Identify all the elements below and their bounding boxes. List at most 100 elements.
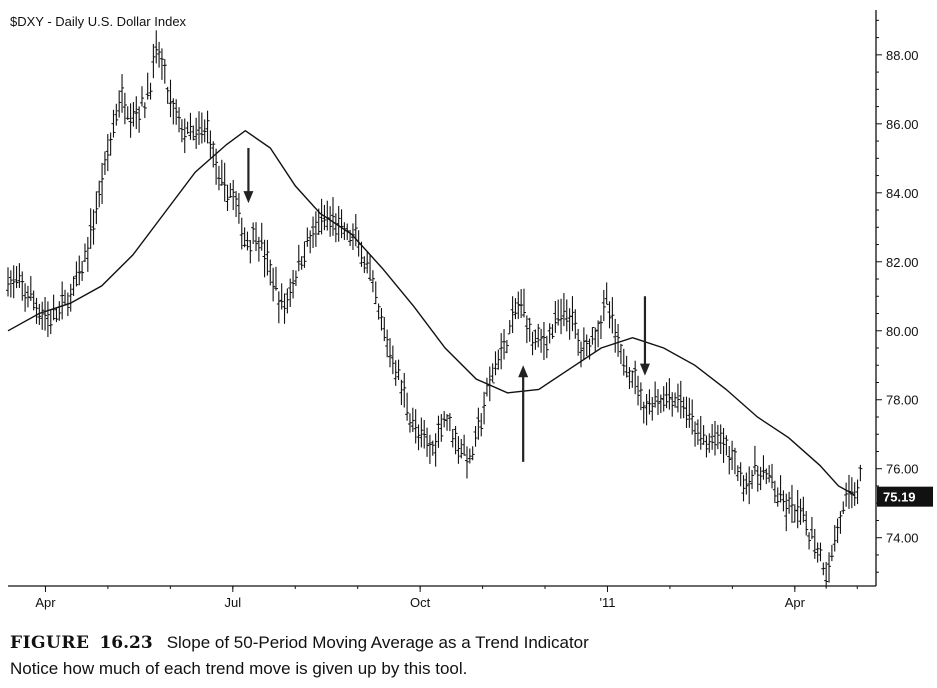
price-bar (97, 180, 102, 208)
x-tick-label: Oct (410, 595, 431, 610)
price-bar (636, 375, 641, 406)
price-bar (482, 391, 487, 425)
price-bar (470, 446, 475, 461)
price-bar (502, 329, 507, 360)
price-bar (710, 423, 715, 450)
price-bar (789, 484, 794, 523)
price-bar (311, 216, 316, 248)
y-tick-label: 86.00 (886, 117, 919, 132)
price-chart: 88.00 86.00 84.00 82.00 80.00 78.00 76.00 74.00… (6, 10, 933, 610)
price-bar (527, 317, 532, 342)
price-bar (82, 243, 87, 263)
price-bar (6, 267, 10, 297)
price-bar (382, 317, 387, 342)
price-bar (658, 394, 663, 414)
price-bar (633, 360, 638, 395)
price-bar (211, 141, 216, 168)
price-bar (134, 96, 139, 130)
price-bar (661, 386, 666, 412)
price-bar (262, 239, 267, 278)
price-bar (43, 296, 48, 331)
price-bar (388, 338, 393, 368)
price-bar (567, 308, 572, 340)
price-bar (231, 179, 236, 211)
price-bar (148, 82, 153, 100)
price-bar (276, 291, 281, 324)
price-bar (476, 407, 481, 440)
price-bar (316, 208, 321, 235)
price-bar (718, 424, 723, 455)
price-bar (858, 464, 863, 482)
moving-average-line-group (7, 129, 855, 496)
price-bar (784, 493, 789, 532)
price-bar (755, 465, 760, 492)
figure-number: 16.23 (99, 633, 153, 653)
price-bar (715, 424, 720, 450)
price-bar (271, 267, 276, 302)
price-bar (305, 227, 310, 247)
price-bar (205, 110, 210, 144)
y-tick-label: 76.00 (886, 462, 919, 477)
price-bar (114, 103, 119, 126)
caption-title-line: FIGURE 16.23 Slope of 50-Period Moving Ave… (10, 630, 930, 656)
price-bar (616, 324, 621, 357)
price-bar (430, 440, 435, 456)
price-bar (28, 276, 33, 301)
price-bar (550, 324, 555, 339)
price-bar (724, 435, 729, 456)
price-bar (436, 415, 441, 448)
price-bar (120, 74, 125, 113)
price-bar (111, 109, 116, 138)
price-bar (142, 102, 147, 119)
price-bar (641, 401, 646, 424)
price-bar (561, 293, 566, 327)
price-bar (450, 429, 455, 448)
price-bar (707, 433, 712, 453)
up-arrow (518, 365, 529, 462)
price-bar (593, 327, 598, 352)
price-bar (433, 433, 438, 467)
price-bar (815, 542, 820, 563)
price-bar (48, 309, 53, 335)
price-bar (80, 261, 85, 281)
price-bar (254, 222, 259, 252)
price-bar (521, 288, 526, 318)
price-bar (553, 301, 558, 333)
price-bar (758, 466, 763, 491)
price-bar (490, 363, 495, 384)
price-bar (60, 281, 65, 320)
price-bar (556, 299, 561, 326)
price-bar (402, 372, 407, 408)
price-bar (422, 419, 427, 449)
price-bar (675, 383, 680, 413)
price-bar (333, 213, 338, 243)
price-bar (248, 240, 253, 264)
last-value-label: 75.19 (883, 490, 916, 505)
price-bar (376, 303, 381, 320)
price-bar (584, 334, 589, 357)
price-bar (627, 367, 632, 390)
price-bar (8, 270, 13, 298)
price-bar (764, 468, 769, 485)
price-bar (88, 208, 93, 249)
price-bar (812, 528, 817, 559)
y-tick-label: 80.00 (886, 324, 919, 339)
price-bar (601, 290, 606, 322)
price-bar (829, 544, 834, 562)
axes: 88.00 86.00 84.00 82.00 80.00 78.00 76.00 74.00… (8, 10, 933, 610)
x-tick-label: '11 (599, 595, 615, 610)
price-bar (293, 270, 298, 286)
price-bar (302, 241, 307, 268)
price-bar (544, 335, 549, 359)
price-bar (279, 283, 284, 310)
price-bar (624, 355, 629, 378)
price-bar (102, 151, 107, 175)
price-bar (738, 462, 743, 487)
price-bar (852, 482, 857, 506)
price-bars (6, 30, 863, 589)
price-bar (393, 360, 398, 386)
price-bar (368, 254, 373, 281)
price-bar (85, 236, 90, 272)
price-bar (282, 293, 287, 324)
price-bar (117, 90, 122, 118)
